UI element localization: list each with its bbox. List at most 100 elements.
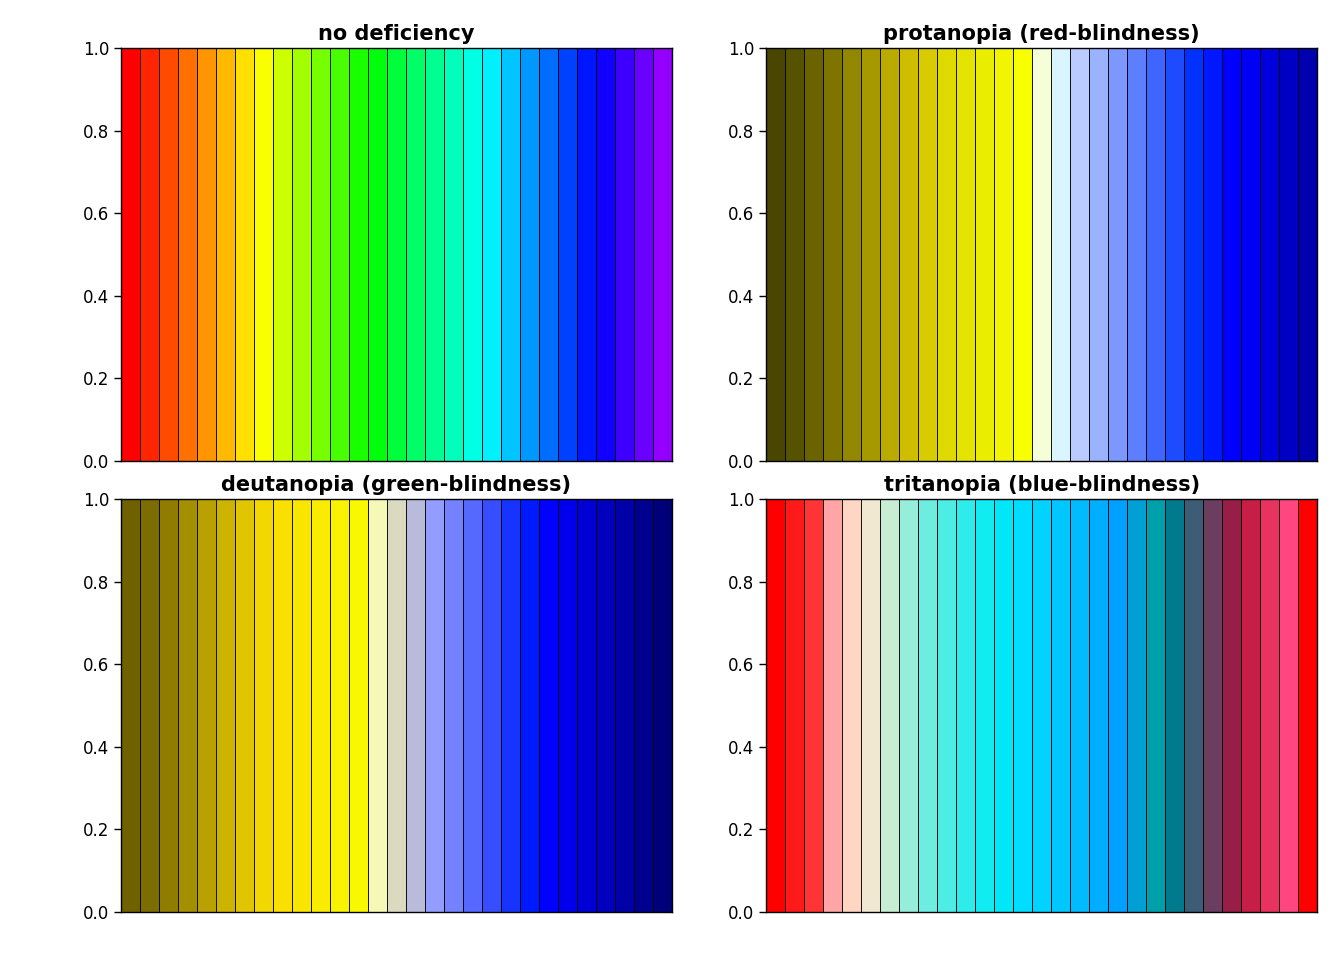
Bar (956, 499, 976, 912)
Bar (520, 48, 539, 461)
Bar (1203, 499, 1222, 912)
Bar (634, 499, 653, 912)
Bar (918, 48, 937, 461)
Bar (823, 499, 843, 912)
Bar (273, 48, 292, 461)
Bar (331, 499, 349, 912)
Bar (616, 499, 634, 912)
Bar (956, 48, 976, 461)
Bar (1013, 48, 1032, 461)
Bar (520, 499, 539, 912)
Bar (121, 48, 140, 461)
Title: deutanopia (green-blindness): deutanopia (green-blindness) (222, 475, 571, 494)
Bar (501, 499, 520, 912)
Bar (254, 499, 273, 912)
Bar (444, 499, 462, 912)
Bar (1032, 48, 1051, 461)
Bar (1165, 48, 1184, 461)
Bar (235, 48, 254, 461)
Bar (1165, 499, 1184, 912)
Bar (140, 499, 159, 912)
Bar (368, 48, 387, 461)
Bar (976, 48, 995, 461)
Bar (1051, 499, 1070, 912)
Bar (292, 499, 310, 912)
Bar (766, 499, 785, 912)
Bar (862, 499, 880, 912)
Bar (634, 48, 653, 461)
Bar (577, 499, 595, 912)
Bar (462, 48, 482, 461)
Bar (444, 48, 462, 461)
Bar (539, 48, 558, 461)
Bar (1184, 499, 1203, 912)
Bar (880, 499, 899, 912)
Bar (785, 48, 804, 461)
Bar (616, 48, 634, 461)
Bar (1128, 499, 1146, 912)
Bar (804, 48, 823, 461)
Bar (899, 48, 918, 461)
Title: tritanopia (blue-blindness): tritanopia (blue-blindness) (883, 475, 1200, 494)
Bar (1222, 48, 1241, 461)
Bar (539, 499, 558, 912)
Bar (216, 499, 235, 912)
Bar (595, 48, 616, 461)
Bar (331, 48, 349, 461)
Bar (577, 48, 595, 461)
Bar (216, 48, 235, 461)
Bar (843, 499, 862, 912)
Bar (1089, 499, 1107, 912)
Bar (406, 48, 425, 461)
Bar (995, 499, 1013, 912)
Title: protanopia (red-blindness): protanopia (red-blindness) (883, 24, 1200, 43)
Bar (937, 499, 956, 912)
Bar (1241, 48, 1261, 461)
Bar (292, 48, 310, 461)
Bar (349, 499, 368, 912)
Bar (310, 499, 331, 912)
Bar (121, 499, 140, 912)
Bar (1261, 48, 1279, 461)
Bar (1298, 48, 1317, 461)
Bar (254, 48, 273, 461)
Bar (823, 48, 843, 461)
Bar (387, 48, 406, 461)
Bar (501, 48, 520, 461)
Bar (1298, 499, 1317, 912)
Bar (1241, 499, 1261, 912)
Bar (425, 499, 444, 912)
Bar (482, 499, 501, 912)
Bar (159, 499, 177, 912)
Bar (177, 48, 198, 461)
Bar (804, 499, 823, 912)
Bar (1222, 499, 1241, 912)
Bar (140, 48, 159, 461)
Bar (1051, 48, 1070, 461)
Bar (843, 48, 862, 461)
Bar (198, 499, 216, 912)
Bar (595, 499, 616, 912)
Bar (1203, 48, 1222, 461)
Bar (198, 48, 216, 461)
Bar (482, 48, 501, 461)
Bar (653, 499, 672, 912)
Bar (880, 48, 899, 461)
Bar (368, 499, 387, 912)
Bar (1128, 48, 1146, 461)
Bar (785, 499, 804, 912)
Bar (1089, 48, 1107, 461)
Bar (387, 499, 406, 912)
Bar (995, 48, 1013, 461)
Bar (462, 499, 482, 912)
Bar (273, 499, 292, 912)
Bar (177, 499, 198, 912)
Bar (310, 48, 331, 461)
Bar (766, 48, 785, 461)
Bar (1146, 499, 1165, 912)
Title: no deficiency: no deficiency (319, 24, 474, 43)
Bar (862, 48, 880, 461)
Bar (1146, 48, 1165, 461)
Bar (899, 499, 918, 912)
Bar (349, 48, 368, 461)
